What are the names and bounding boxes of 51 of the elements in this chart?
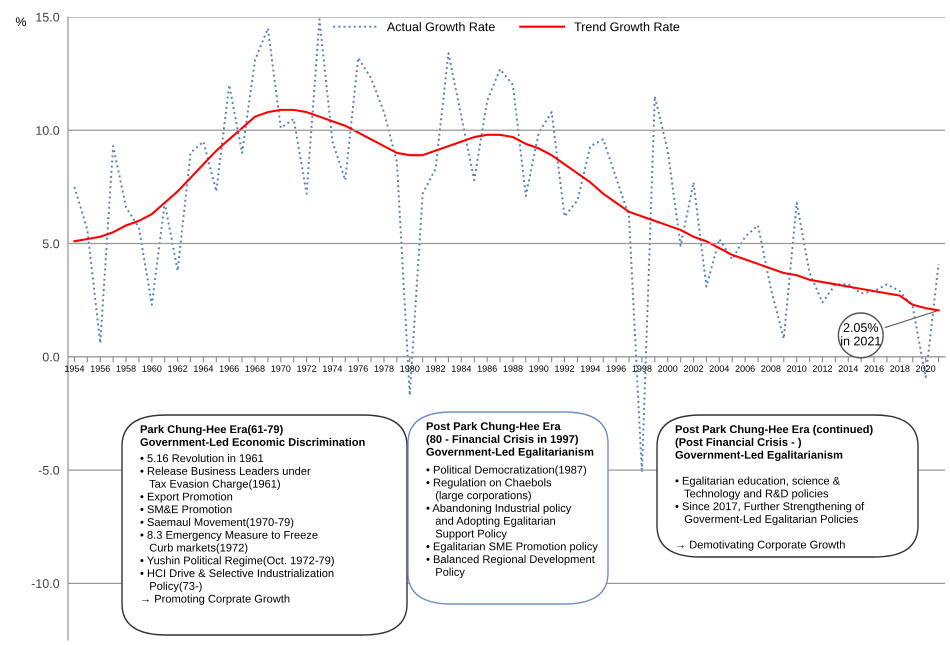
x-tick-label: 1968: [246, 365, 265, 372]
y-tick-label: 15.0: [36, 12, 60, 22]
y-axis-title: %: [16, 17, 26, 26]
annotation: Post Park Chung-Hee Era (continued) (Post Financial Crisis - ) Government-Led Egalitarianism: [675, 425, 873, 461]
x-tick-label: 2000: [658, 365, 678, 372]
x-tick-label: 1962: [168, 365, 188, 372]
x-tick-label: 1954: [65, 365, 84, 372]
annotation: 2.05% in 2021: [841, 323, 881, 346]
x-tick-label: 1976: [348, 365, 368, 372]
x-tick-label: 1972: [297, 365, 316, 372]
x-tick-label: 2014: [838, 365, 858, 372]
x-tick-label: 1992: [555, 365, 574, 372]
legend-label: Actual Growth Rate: [386, 22, 495, 32]
x-tick-label: 1956: [90, 365, 110, 372]
x-tick-label: 1990: [529, 365, 548, 372]
x-tick-label: 1970: [271, 365, 290, 372]
x-tick-label: 2012: [812, 365, 832, 372]
y-tick-label: -5.0: [38, 466, 60, 475]
x-tick-label: 2002: [684, 365, 704, 372]
text: • 5.16 Revolution in 1961 • Release Business Leaders under Tax Evasion Charge(1961) • Export Promotion • SM&E Promotion • Saemaul Movement(1970-79) • 8.3 Emergency Measure to Freeze Curb markets(1972) • Yushin Political Regime(Oct. 1972-79) • HCI Drive & Selective Industrialization Policy(73-) → Promoting Corprate Growth: [140, 454, 334, 605]
x-tick-label: 2006: [736, 365, 755, 372]
x-tick-label: 1986: [478, 365, 497, 372]
x-tick-label: 1998: [632, 365, 652, 372]
x-tick-label: 2020: [916, 365, 936, 372]
x-tick-label: 2004: [710, 365, 730, 372]
y-tick-label: 5.0: [42, 239, 60, 248]
x-tick-label: 2016: [864, 365, 884, 372]
x-tick-label: 1974: [323, 365, 342, 372]
annotation: Park Chung-Hee Era(61-79) Government-Led Economic Discrimination: [140, 425, 365, 446]
x-tick-label: 2008: [761, 365, 781, 372]
y-tick-label: 0.0: [42, 352, 60, 362]
x-tick-label: 1988: [504, 365, 523, 372]
x-tick-label: 1994: [580, 365, 600, 372]
x-tick-label: 1958: [116, 365, 136, 372]
x-tick-label: 2010: [787, 365, 806, 372]
y-tick-label: 10.0: [36, 126, 60, 135]
x-tick-label: 1996: [606, 365, 626, 372]
x-tick-label: 2018: [890, 365, 910, 372]
x-tick-label: 1984: [452, 365, 472, 372]
x-tick-label: 1960: [142, 365, 162, 372]
x-tick-label: 1964: [194, 365, 214, 372]
annotation: Post Park Chung-Hee Era (80 - Financial Crisis in 1997) Government-Led Egalitarianism: [426, 422, 594, 458]
x-tick-label: 1982: [426, 365, 446, 372]
x-tick-label: 1980: [400, 365, 420, 372]
x-tick-label: 1966: [220, 365, 239, 372]
legend-label: Trend Growth Rate: [574, 22, 680, 32]
line-series: [73, 108, 940, 312]
y-tick-label: -10.0: [32, 579, 60, 588]
text: • Political Democratization(1987) • Regulation on Chaebols (large corporations) • Abandoning Industrial policy and Adopting Egalitarian Support Policy • Egalitarian SME Promotion policy • Balanced Regional Development Policy: [426, 466, 598, 578]
text: • Egalitarian education, science & Technology and R&D policies • Since 2017, Further Strengthening of Goverment-Led Egalitarian Policies → Demotivating Corporate Growth: [675, 476, 864, 551]
x-tick-label: 1978: [374, 365, 394, 372]
